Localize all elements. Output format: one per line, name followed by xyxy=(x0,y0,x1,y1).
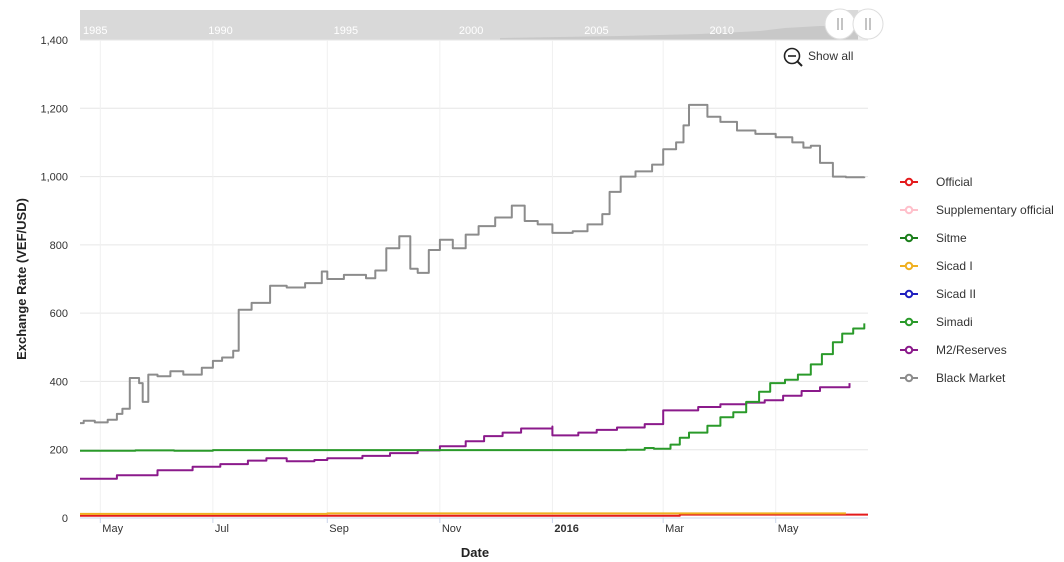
legend-item[interactable]: Sicad II xyxy=(900,287,976,301)
legend-marker-symbol xyxy=(904,373,914,383)
legend-label[interactable]: Simadi xyxy=(936,315,973,329)
legend-item[interactable]: Official xyxy=(900,175,972,189)
legend-marker-symbol xyxy=(904,205,914,215)
navigator-right-handle[interactable] xyxy=(852,8,884,40)
x-tick-label: Jul xyxy=(215,523,229,535)
x-tick-label: May xyxy=(102,523,123,535)
series-lines xyxy=(80,103,868,517)
y-tick-label: 200 xyxy=(50,445,68,457)
x-tick-label: Nov xyxy=(442,523,462,535)
legend-item[interactable]: Simadi xyxy=(900,315,973,329)
legend-marker-symbol xyxy=(904,345,914,355)
x-axis: May Jul Sep Nov 2016 Mar May xyxy=(80,517,868,535)
legend-item[interactable]: M2/Reserves xyxy=(900,343,1007,357)
series-line-simadi[interactable] xyxy=(80,323,866,452)
y-tick-label: 400 xyxy=(50,376,68,388)
navigator-year-label: 1995 xyxy=(334,25,358,37)
series-line-sicad-i[interactable] xyxy=(80,512,846,515)
navigator-left-handle[interactable] xyxy=(824,8,856,40)
legend-label[interactable]: Sitme xyxy=(936,231,967,245)
navigator-year-label: 2010 xyxy=(710,25,734,37)
range-handle-icon[interactable] xyxy=(852,8,884,40)
range-handle-icon[interactable] xyxy=(824,8,856,40)
navigator-year-label: 1985 xyxy=(83,25,107,37)
y-tick-label: 800 xyxy=(50,240,68,252)
y-axis: 0 200 400 600 800 1,000 1,200 1,400 xyxy=(40,35,68,525)
legend-label[interactable]: Supplementary official xyxy=(936,203,1054,217)
x-tick-label: 2016 xyxy=(554,523,578,535)
y-tick-label: 600 xyxy=(50,308,68,320)
zoom-out-icon[interactable] xyxy=(783,47,801,65)
legend-item[interactable]: Supplementary official xyxy=(900,203,1054,217)
series-line-m2-reserves[interactable] xyxy=(80,383,851,480)
legend-marker-symbol xyxy=(904,233,914,243)
x-tick-label: Sep xyxy=(329,523,349,535)
show-all-button[interactable]: Show all xyxy=(783,47,854,67)
y-axis-title: Exchange Rate (VEF/USD) xyxy=(14,198,29,360)
legend-label[interactable]: Sicad I xyxy=(936,259,973,273)
legend-item[interactable]: Black Market xyxy=(900,371,1006,385)
legend: Official Supplementary official Sitme Sicad… xyxy=(900,175,1054,385)
series-line-black-market[interactable] xyxy=(80,103,866,425)
x-tick-label: Mar xyxy=(665,523,684,535)
y-tick-label: 1,000 xyxy=(40,172,68,184)
legend-marker-symbol xyxy=(904,177,914,187)
navigator-year-label: 2000 xyxy=(459,25,483,37)
navigator-year-label: 2005 xyxy=(584,25,608,37)
navigator-year-label: 1990 xyxy=(208,25,232,37)
legend-marker-symbol xyxy=(904,317,914,327)
y-tick-label: 1,200 xyxy=(40,103,68,115)
series-line-official[interactable] xyxy=(80,513,868,517)
range-navigator[interactable]: 1985 1990 1995 2000 2005 2010 xyxy=(80,8,884,40)
legend-label[interactable]: Black Market xyxy=(936,371,1006,385)
y-tick-label: 1,400 xyxy=(40,35,68,47)
legend-label[interactable]: M2/Reserves xyxy=(936,343,1007,357)
legend-marker-symbol xyxy=(904,261,914,271)
legend-label[interactable]: Official xyxy=(936,175,972,189)
legend-item[interactable]: Sitme xyxy=(900,231,967,245)
y-tick-label: 0 xyxy=(62,513,68,525)
navigator-series-shape xyxy=(500,26,858,40)
legend-marker-symbol xyxy=(904,289,914,299)
navigator-year-labels: 1985 1990 1995 2000 2005 2010 xyxy=(83,25,734,37)
x-tick-label: May xyxy=(778,523,799,535)
x-axis-title: Date xyxy=(461,545,489,560)
grid-lines xyxy=(80,39,868,519)
legend-item[interactable]: Sicad I xyxy=(900,259,973,273)
legend-label[interactable]: Sicad II xyxy=(936,287,976,301)
show-all-label[interactable]: Show all xyxy=(808,49,853,63)
